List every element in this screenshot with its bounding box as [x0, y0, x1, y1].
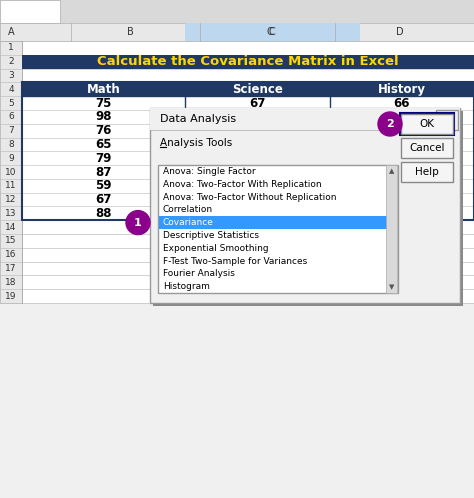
Text: 67: 67	[95, 193, 112, 206]
FancyBboxPatch shape	[386, 165, 397, 293]
Text: 76: 76	[95, 124, 112, 137]
Text: Math: Math	[87, 83, 120, 96]
Text: 17: 17	[5, 264, 17, 273]
Text: Exponential Smoothing: Exponential Smoothing	[163, 244, 269, 252]
Text: 94: 94	[249, 207, 266, 220]
Text: Help: Help	[415, 167, 439, 177]
FancyBboxPatch shape	[0, 41, 22, 303]
FancyBboxPatch shape	[185, 96, 330, 110]
FancyBboxPatch shape	[330, 82, 474, 96]
FancyBboxPatch shape	[0, 0, 60, 23]
Text: 86: 86	[394, 207, 410, 220]
Circle shape	[126, 211, 150, 235]
FancyBboxPatch shape	[185, 82, 330, 96]
Text: ?: ?	[417, 114, 423, 124]
Text: Analysis Tools: Analysis Tools	[160, 138, 232, 148]
Text: 87: 87	[95, 165, 112, 178]
Text: 71: 71	[394, 152, 410, 165]
Text: 76: 76	[394, 138, 410, 151]
Text: 91: 91	[249, 193, 266, 206]
Text: 6: 6	[8, 113, 14, 122]
Circle shape	[378, 112, 402, 136]
FancyBboxPatch shape	[330, 165, 474, 179]
Text: 79: 79	[95, 152, 112, 165]
Text: 66: 66	[394, 97, 410, 110]
FancyBboxPatch shape	[185, 110, 330, 124]
FancyBboxPatch shape	[185, 179, 330, 193]
FancyBboxPatch shape	[150, 108, 460, 130]
FancyBboxPatch shape	[22, 124, 185, 137]
FancyBboxPatch shape	[330, 193, 474, 207]
FancyBboxPatch shape	[185, 193, 330, 207]
Text: Covariance: Covariance	[163, 218, 214, 227]
Text: OK: OK	[419, 119, 435, 129]
Text: ▲: ▲	[389, 168, 394, 174]
FancyBboxPatch shape	[185, 23, 360, 41]
FancyBboxPatch shape	[185, 137, 330, 151]
Text: 18: 18	[5, 278, 17, 287]
Text: 85: 85	[249, 111, 266, 124]
FancyBboxPatch shape	[22, 82, 185, 96]
FancyBboxPatch shape	[185, 151, 330, 165]
FancyBboxPatch shape	[330, 96, 474, 110]
Text: C: C	[269, 27, 275, 37]
Text: 11: 11	[5, 181, 17, 190]
Text: 67: 67	[249, 97, 266, 110]
FancyBboxPatch shape	[0, 0, 474, 23]
FancyBboxPatch shape	[158, 165, 398, 293]
Text: 74: 74	[394, 124, 410, 137]
Text: 68: 68	[249, 152, 266, 165]
Text: 5: 5	[8, 99, 14, 108]
FancyBboxPatch shape	[22, 55, 474, 69]
FancyBboxPatch shape	[0, 23, 474, 41]
FancyBboxPatch shape	[185, 165, 330, 179]
Text: 13: 13	[5, 209, 17, 218]
Text: 98: 98	[95, 111, 112, 124]
Text: Science: Science	[232, 83, 283, 96]
FancyBboxPatch shape	[330, 124, 474, 137]
FancyBboxPatch shape	[22, 151, 185, 165]
Text: History: History	[378, 83, 426, 96]
Text: D: D	[396, 27, 404, 37]
Text: 1: 1	[8, 43, 14, 52]
Text: 4: 4	[8, 85, 14, 94]
Text: 1: 1	[134, 218, 142, 228]
Text: 88: 88	[95, 207, 112, 220]
Text: 79: 79	[394, 165, 410, 178]
FancyBboxPatch shape	[330, 151, 474, 165]
Text: 14: 14	[5, 223, 17, 232]
FancyBboxPatch shape	[22, 137, 185, 151]
FancyBboxPatch shape	[22, 110, 185, 124]
FancyBboxPatch shape	[185, 207, 330, 220]
FancyBboxPatch shape	[401, 114, 453, 134]
Text: 16: 16	[5, 250, 17, 259]
Text: 10: 10	[5, 167, 17, 176]
Text: Calculate the Covariance Matrix in Excel: Calculate the Covariance Matrix in Excel	[97, 55, 399, 68]
Text: 67: 67	[394, 111, 410, 124]
Text: 87: 87	[394, 193, 410, 206]
Text: Descriptive Statistics: Descriptive Statistics	[163, 231, 259, 240]
Text: Histogram: Histogram	[163, 282, 210, 291]
Text: 78: 78	[249, 165, 266, 178]
Text: F-Test Two-Sample for Variances: F-Test Two-Sample for Variances	[163, 256, 307, 265]
FancyBboxPatch shape	[159, 216, 397, 229]
FancyBboxPatch shape	[22, 193, 185, 207]
Text: exceldemy
EXCEL · DATA · BI: exceldemy EXCEL · DATA · BI	[207, 276, 267, 291]
FancyBboxPatch shape	[22, 96, 185, 110]
FancyBboxPatch shape	[22, 179, 185, 193]
Text: C: C	[266, 27, 273, 37]
Text: ▼: ▼	[389, 284, 394, 290]
Text: A: A	[8, 27, 14, 37]
Text: Data Analysis: Data Analysis	[160, 114, 236, 124]
Text: 2: 2	[8, 57, 14, 66]
Text: B: B	[127, 27, 133, 37]
FancyBboxPatch shape	[150, 108, 460, 303]
FancyBboxPatch shape	[401, 162, 453, 182]
Text: Fourier Analysis: Fourier Analysis	[163, 269, 235, 278]
FancyBboxPatch shape	[436, 110, 458, 130]
Text: ×: ×	[442, 114, 452, 126]
FancyBboxPatch shape	[22, 207, 185, 220]
Text: 75: 75	[95, 97, 112, 110]
Text: 2: 2	[386, 119, 394, 129]
